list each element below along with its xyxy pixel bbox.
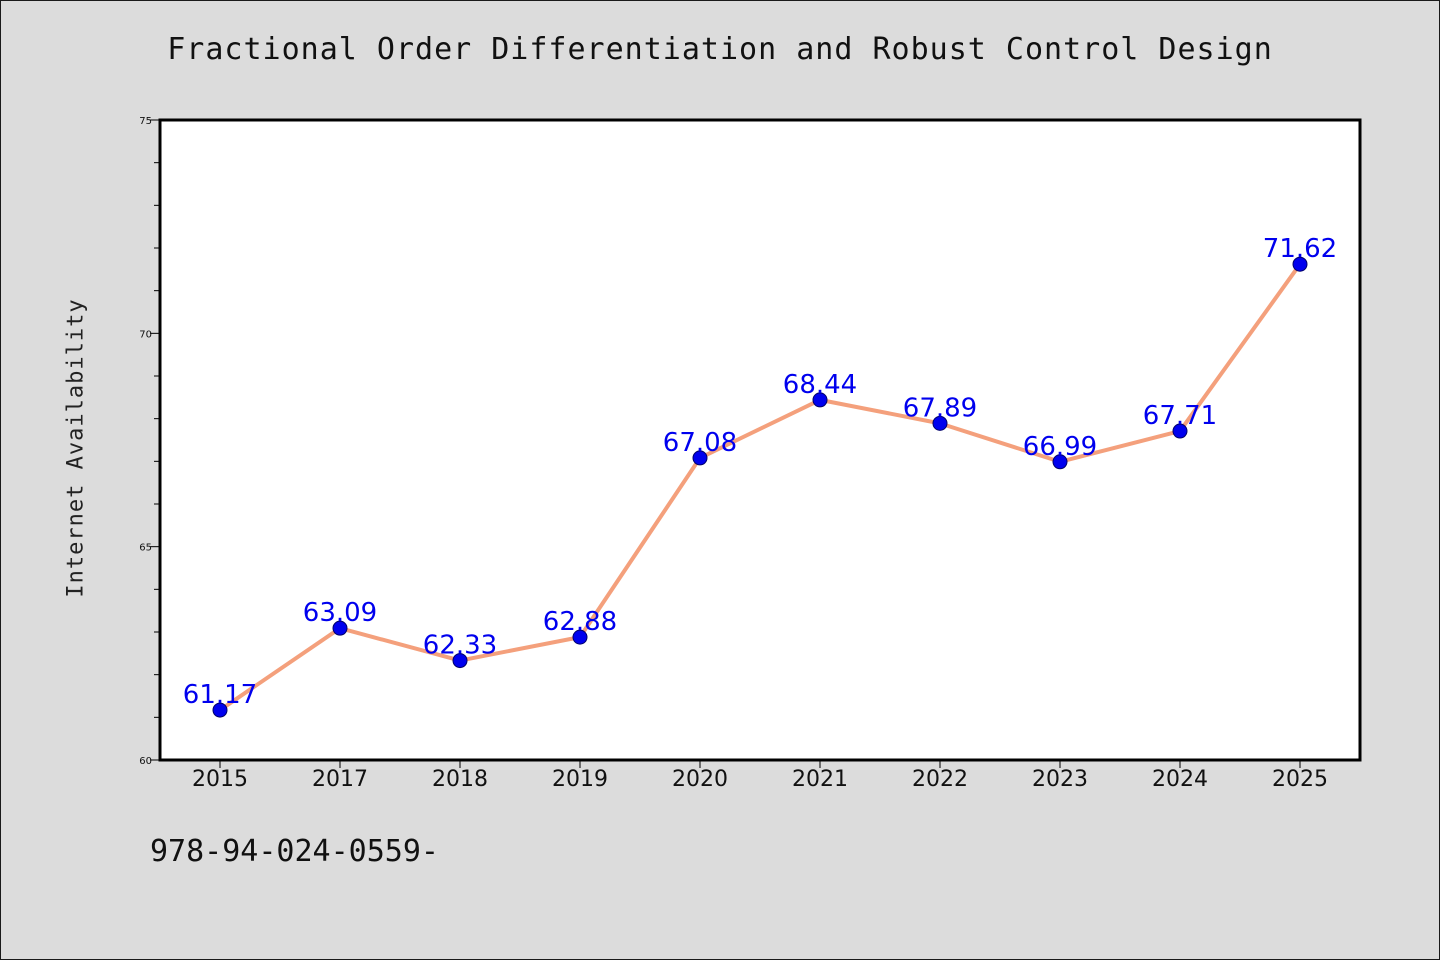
y-axis: 60 65 70 75 bbox=[139, 116, 160, 767]
data-label: 63.09 bbox=[303, 598, 377, 628]
y-tick-label: 65 bbox=[139, 543, 152, 554]
data-labels-group: 61.17 63.09 62.33 62.88 67.08 68.44 67.89 66.99… bbox=[183, 234, 1337, 710]
x-tick-label: 2024 bbox=[1152, 767, 1208, 792]
data-label: 67.08 bbox=[663, 428, 737, 458]
x-tick-label: 2015 bbox=[192, 767, 248, 792]
data-label: 67.71 bbox=[1143, 401, 1217, 431]
data-point bbox=[812, 392, 828, 408]
data-point bbox=[572, 629, 588, 645]
y-tick-label: 60 bbox=[139, 756, 152, 767]
data-label: 66.99 bbox=[1023, 432, 1097, 462]
data-point bbox=[932, 415, 948, 431]
x-tick-label: 2023 bbox=[1032, 767, 1088, 792]
data-label: 62.88 bbox=[543, 607, 617, 637]
data-label: 68.44 bbox=[783, 370, 857, 400]
series-line bbox=[218, 262, 1302, 713]
data-point bbox=[212, 702, 228, 718]
footer-code: 978-94-024-0559- bbox=[150, 834, 439, 869]
data-label: 62.33 bbox=[423, 631, 497, 661]
x-tick-label: 2019 bbox=[552, 767, 608, 792]
data-point bbox=[452, 653, 468, 669]
series-line-group bbox=[218, 262, 1302, 713]
chart-title: Fractional Order Differentiation and Rob… bbox=[167, 32, 1273, 67]
data-label: 71.62 bbox=[1263, 234, 1337, 264]
x-tick-label: 2020 bbox=[672, 767, 728, 792]
plot-area bbox=[158, 118, 1362, 762]
data-label: 67.89 bbox=[903, 393, 977, 423]
data-point bbox=[1172, 423, 1188, 439]
markers-group bbox=[212, 256, 1308, 718]
y-tick-label: 75 bbox=[139, 116, 152, 127]
data-label: 61.17 bbox=[183, 680, 257, 710]
data-point bbox=[332, 620, 348, 636]
y-tick-label: 70 bbox=[139, 329, 152, 340]
x-tick-label: 2021 bbox=[792, 767, 848, 792]
x-tick-label: 2017 bbox=[312, 767, 368, 792]
x-tick-label: 2025 bbox=[1272, 767, 1328, 792]
x-tick-label: 2022 bbox=[912, 767, 968, 792]
data-point bbox=[692, 450, 708, 466]
data-point bbox=[1292, 256, 1308, 272]
x-axis: 2015 2017 2018 2019 2020 2021 2022 2023 2024 2025 bbox=[192, 760, 1328, 792]
data-point bbox=[1052, 454, 1068, 470]
x-tick-label: 2018 bbox=[432, 767, 488, 792]
